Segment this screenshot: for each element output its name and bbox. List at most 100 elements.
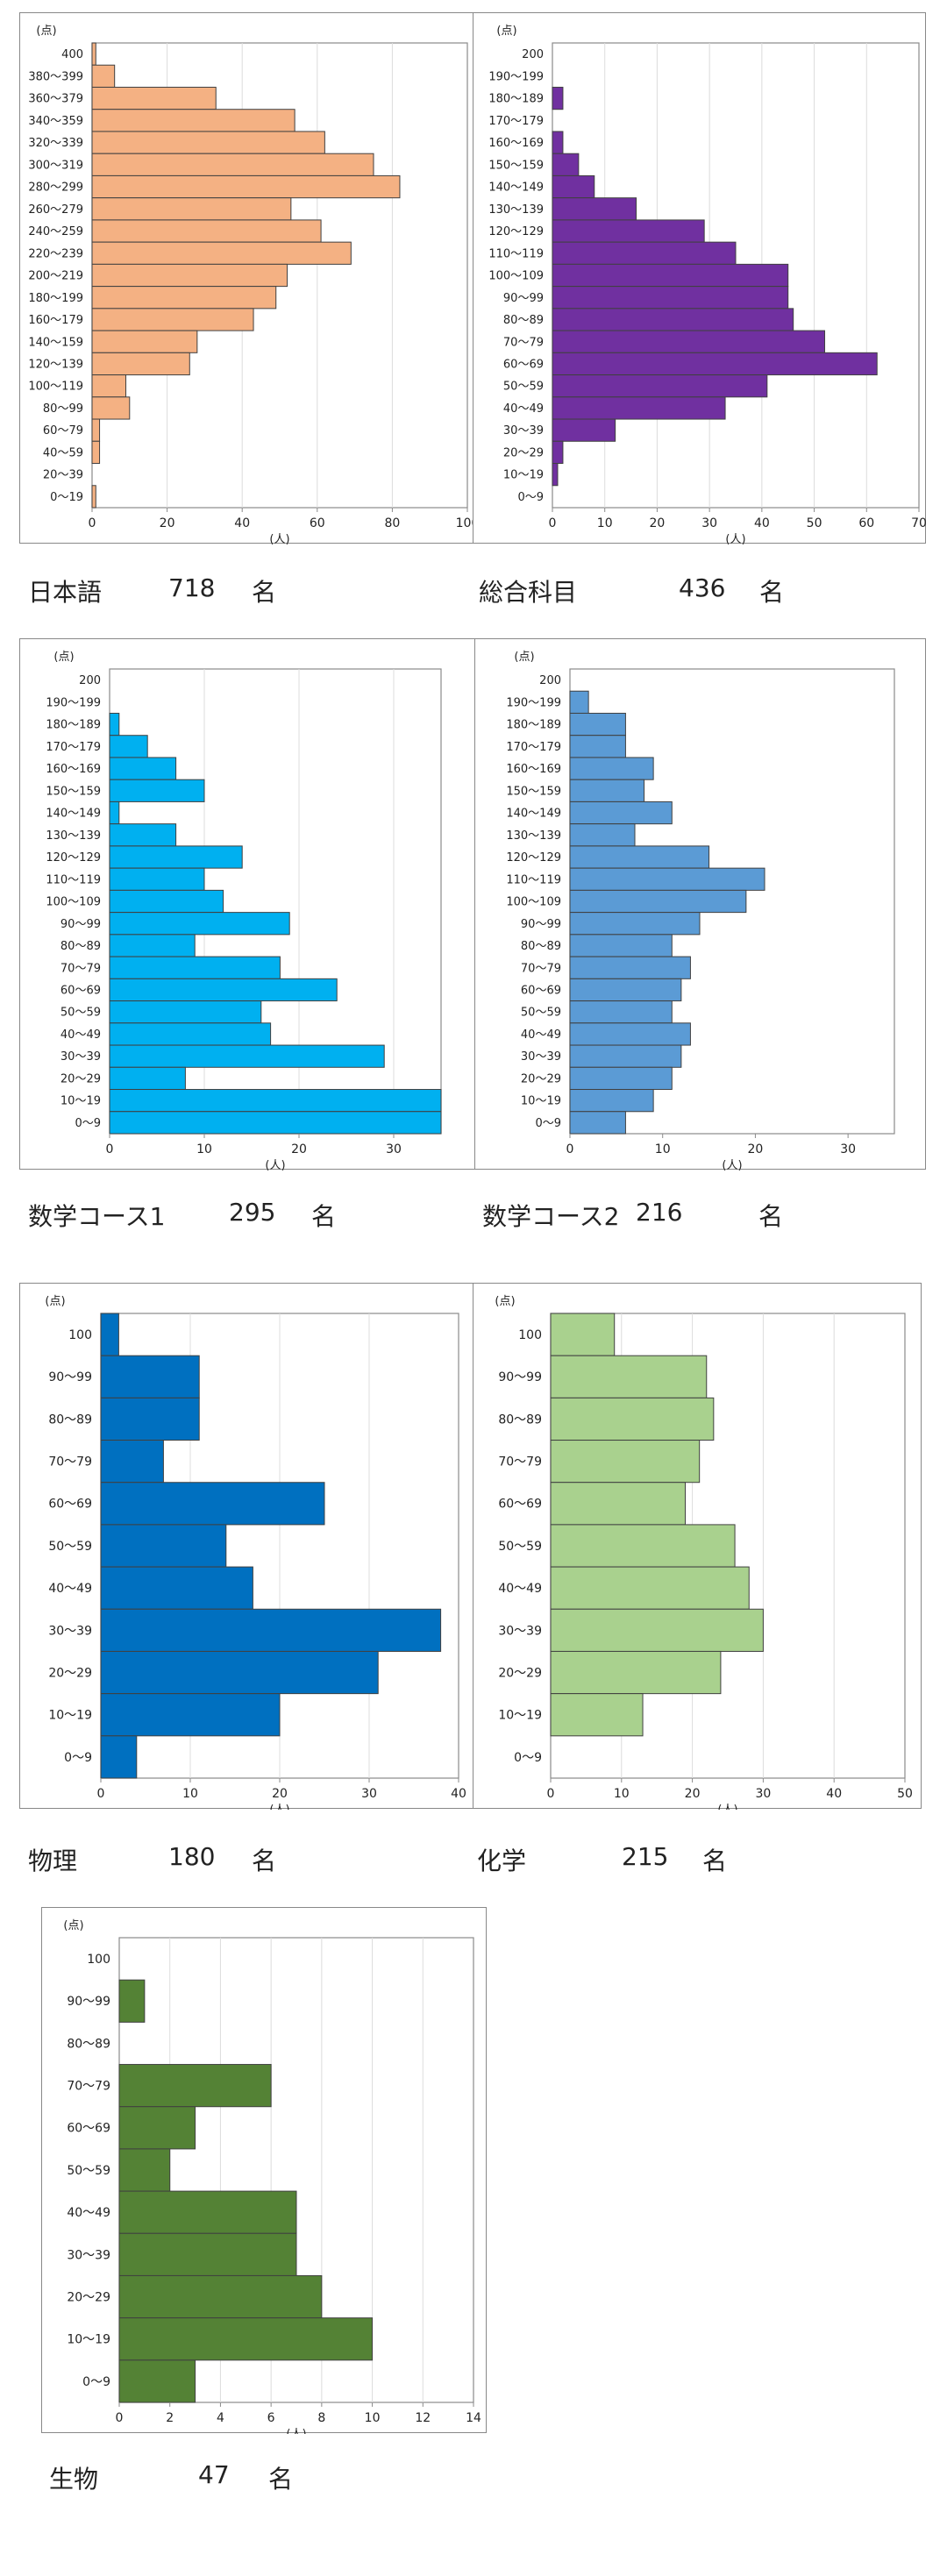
chart-svg: 200190～199180～189170～179160～169150～15914… [506,651,895,1171]
bar [552,330,826,353]
category-label: 110～119 [506,873,561,886]
category-label: 90～99 [521,918,561,931]
category-label: 200 [539,674,561,687]
bar [109,934,196,957]
bar [109,867,205,891]
chart-svg: 400380～399360～379340～359320～339300～31928… [28,25,474,544]
bar [100,1693,281,1737]
bar [100,1440,164,1484]
category-label: 130～139 [506,829,561,843]
bar [91,153,374,176]
y-axis-label: (点) [496,25,516,38]
category-label: 360～379 [28,93,83,106]
bar [91,396,131,420]
category-label: 100 [87,1953,110,1967]
caption-count: 215 [622,1842,669,1871]
category-label: 40～49 [48,1582,92,1596]
bar [552,86,564,110]
category-label: 0～19 [50,491,83,504]
bar [118,1979,146,2023]
bar [109,1066,186,1091]
bar [569,712,626,737]
bar [118,2106,196,2150]
caption-unit: 名 [252,578,277,607]
category-label: 40～49 [498,1582,542,1596]
bar [569,801,673,825]
category-label: 50～59 [67,2164,110,2178]
chart-svg: 10090～9980～8970～7960～6950～5940～4930～3920… [495,1295,912,1810]
x-tick-label: 20 [748,1142,764,1156]
x-tick-label: 10 [182,1787,198,1801]
x-tick-label: 0 [97,1787,105,1801]
category-label: 60～69 [67,2122,110,2136]
bar [569,978,682,1002]
x-tick-label: 10 [655,1142,671,1156]
category-label: 70～79 [521,962,561,975]
bar [109,845,243,869]
chart-panel-general-subjects: 200 190～199 180～189 170～179 160～169 150～159 14… [473,12,927,544]
bar [109,912,290,936]
category-label: 30～39 [521,1050,561,1064]
bar [550,1313,616,1356]
category-label: 30～39 [503,424,544,438]
x-tick-label: 50 [807,516,822,530]
category-label: 380～399 [28,70,83,83]
category-label: 90～99 [61,918,101,931]
x-tick-label: 14 [466,2411,481,2425]
bar [100,1313,119,1356]
category-label: 100 [68,1328,92,1342]
bar [552,440,564,465]
category-label: 80～89 [498,1413,542,1427]
caption-subject: 数学コース1 [28,1202,166,1231]
category-label: 80～89 [48,1413,92,1427]
category-label: 220～239 [28,247,83,260]
chart-panel-chemistry: 100 90～99 80～89 70～79 60～69 50～59 40～49 30～39 20… [473,1283,922,1810]
caption-count: 216 [636,1198,683,1227]
x-tick-label: 12 [415,2411,431,2425]
category-label: 150～159 [488,159,544,172]
chart-panel-math-course1: 200 190～199 180～189 170～179 160～169 150～159 14… [19,638,475,1171]
category-label: 0～9 [75,1117,101,1130]
category-label: 80～99 [43,402,83,416]
category-label: 50～59 [521,1007,561,1020]
bar [569,1044,682,1068]
caption-math-course2: 数学コース2 216 名 [482,1198,894,1231]
bar [552,153,580,176]
caption-unit: 名 [252,1847,277,1875]
category-label: 80～89 [521,940,561,953]
x-axis-label: (人) [265,1159,285,1171]
category-label: 0～9 [535,1117,561,1130]
x-axis-label: (人) [269,1804,289,1810]
category-label: 10～19 [521,1095,561,1108]
category-label: 110～119 [488,247,544,260]
bar [550,1440,701,1484]
category-label: 90～99 [498,1370,542,1384]
category-label: 190～199 [506,696,561,709]
bar [552,219,705,243]
category-label: 40～49 [67,2206,110,2220]
x-tick-label: 0 [116,2411,124,2425]
bar [91,330,198,353]
category-label: 80～89 [503,314,544,327]
x-tick-label: 10 [365,2411,381,2425]
bar [550,1482,687,1526]
bar [550,1524,736,1568]
bar [109,1044,385,1068]
category-label: 70～79 [503,336,544,349]
category-label: 70～79 [61,962,101,975]
bar [100,1482,325,1526]
x-tick-label: 10 [614,1787,630,1801]
category-label: 120～129 [506,851,561,865]
category-label: 20～39 [43,469,83,482]
bar [100,1608,442,1652]
caption-japanese: 日本語 718 名 [28,573,440,607]
category-label: 140～149 [46,808,101,821]
category-label: 340～359 [28,115,83,128]
bar [109,823,177,847]
y-axis-label: (点) [63,1919,83,1932]
x-tick-label: 40 [451,1787,466,1801]
bar [569,956,691,979]
category-label: 100～109 [488,270,544,283]
category-label: 30～39 [67,2248,110,2262]
bar [552,352,878,376]
